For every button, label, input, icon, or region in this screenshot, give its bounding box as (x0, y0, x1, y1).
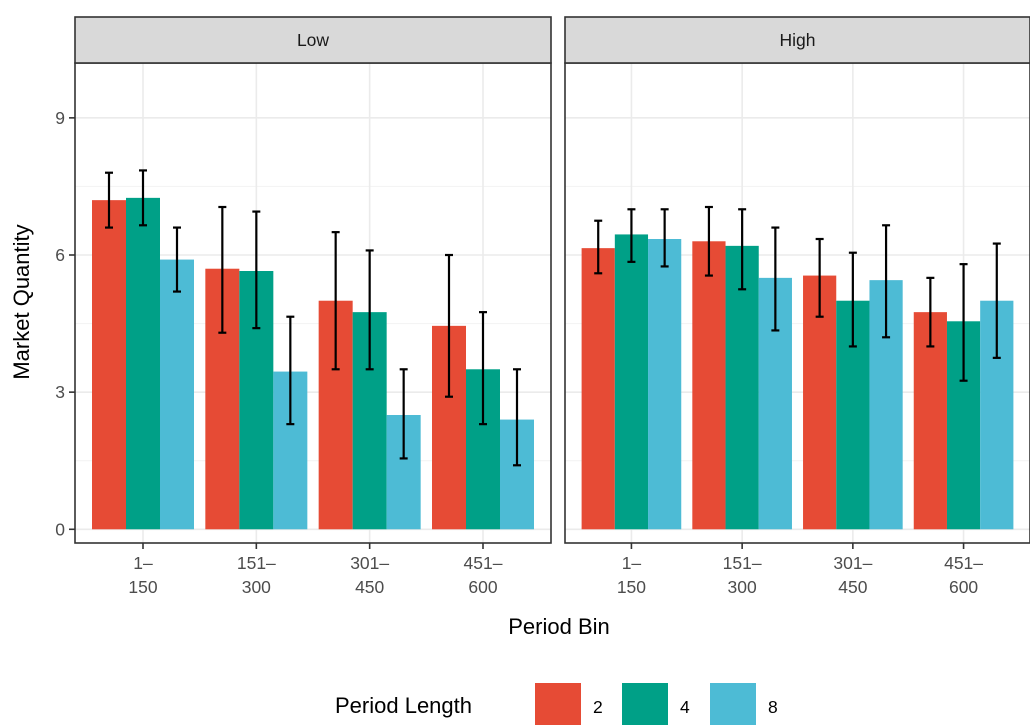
x-tick-label: 600 (468, 577, 497, 597)
bar (614, 234, 649, 530)
y-tick-label: 3 (55, 382, 65, 402)
x-tick-label: 1– (622, 553, 642, 573)
panel-high: High 1– 150 151– 300 301– 450 451– 600 (564, 16, 1030, 597)
bar (92, 200, 126, 530)
x-tick-label: 151– (237, 553, 276, 573)
bar (692, 241, 726, 530)
y-tick-label: 9 (55, 108, 65, 128)
y-axis-title: Market Quantity (9, 224, 34, 379)
x-tick-label: 451– (464, 553, 503, 573)
legend-label: 4 (680, 697, 690, 717)
bar (126, 197, 160, 530)
legend-title: Period Length (335, 693, 472, 718)
bar (803, 275, 837, 530)
x-tick-label: 150 (128, 577, 157, 597)
x-tick-label: 600 (949, 577, 978, 597)
legend-key (710, 683, 756, 725)
x-tick-label: 301– (350, 553, 389, 573)
bar (913, 312, 947, 530)
x-axis-title: Period Bin (508, 614, 610, 639)
bar (648, 239, 682, 530)
x-tick-label: 150 (617, 577, 646, 597)
y-tick-label: 0 (55, 519, 65, 539)
legend-label: 2 (593, 697, 603, 717)
x-tick-label: 300 (242, 577, 271, 597)
bar (581, 248, 615, 530)
panel-low: Low 1– 150 151– 300 301– 450 451– 600 (74, 16, 552, 597)
x-tick-label: 450 (838, 577, 867, 597)
x-tick-label: 450 (355, 577, 384, 597)
x-tick-label: 300 (728, 577, 757, 597)
legend-key (622, 683, 668, 725)
y-axis: 0 3 6 9 (55, 108, 75, 539)
x-tick-label: 1– (133, 553, 153, 573)
y-tick-label: 6 (55, 245, 65, 265)
legend: Period Length 2 4 8 (335, 683, 778, 725)
panels-layer: Low 1– 150 151– 300 301– 450 451– 600 High 1– 150 15… (74, 16, 1030, 597)
facet-label: High (780, 30, 816, 50)
x-tick-label: 451– (944, 553, 983, 573)
legend-key (535, 683, 581, 725)
facet-label: Low (297, 30, 329, 50)
x-tick-label: 301– (833, 553, 872, 573)
bar (160, 259, 194, 530)
facet-strip (564, 16, 1030, 64)
x-tick-label: 151– (723, 553, 762, 573)
facet-strip (74, 16, 552, 64)
bar (725, 245, 759, 530)
legend-label: 8 (768, 697, 778, 717)
